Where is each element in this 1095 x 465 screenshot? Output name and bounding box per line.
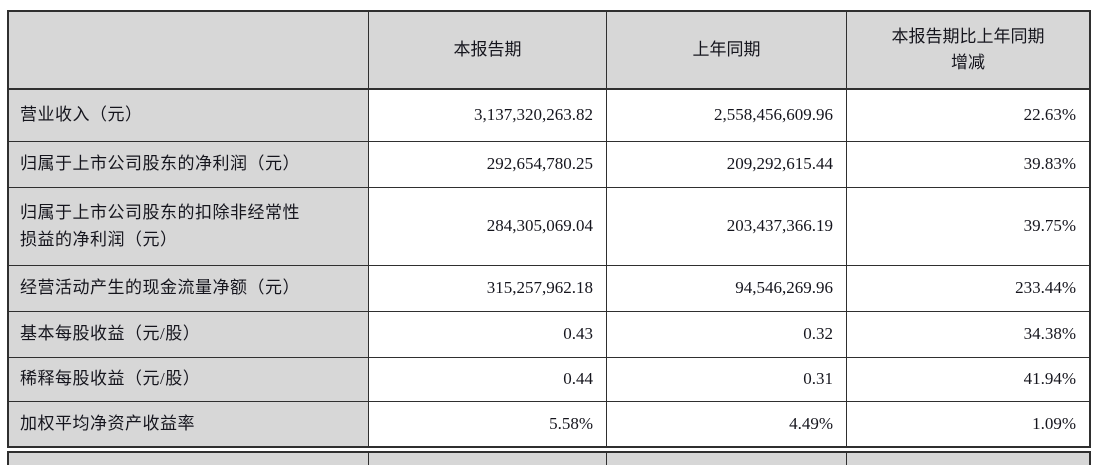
prior-period-value: 2,558,456,609.96 <box>607 90 847 142</box>
current-period-value: 292,654,780.25 <box>369 142 607 188</box>
row-label: 营业收入（元） <box>9 90 369 142</box>
current-period-value: 0.44 <box>369 358 607 402</box>
row-label: 基本每股收益（元/股） <box>9 312 369 358</box>
row-label: 经营活动产生的现金流量净额（元） <box>9 266 369 312</box>
row-label-line: 基本每股收益（元/股） <box>20 324 201 344</box>
financial-summary-table: 本报告期 上年同期 本报告期比上年同期 增减 营业收入（元） 3,137,320,… <box>7 10 1091 448</box>
clipped-cell <box>607 453 847 465</box>
clipped-cell <box>9 453 369 465</box>
next-table-row-clipped <box>7 451 1091 465</box>
header-empty-cell <box>9 12 369 90</box>
row-label-line: 归属于上市公司股东的净利润（元） <box>20 154 300 174</box>
prior-period-value: 209,292,615.44 <box>607 142 847 188</box>
header-current-period: 本报告期 <box>369 12 607 90</box>
current-period-value: 315,257,962.18 <box>369 266 607 312</box>
prior-period-value: 94,546,269.96 <box>607 266 847 312</box>
prior-period-value: 0.31 <box>607 358 847 402</box>
current-period-value: 5.58% <box>369 402 607 446</box>
header-change-line2: 增减 <box>951 53 985 72</box>
prior-period-value: 203,437,366.19 <box>607 188 847 266</box>
row-label-line: 加权平均净资产收益率 <box>20 413 195 433</box>
change-value: 41.94% <box>847 358 1089 402</box>
prior-period-value: 0.32 <box>607 312 847 358</box>
row-label: 归属于上市公司股东的扣除非经常性 损益的净利润（元） <box>9 188 369 266</box>
header-prior-period: 上年同期 <box>607 12 847 90</box>
header-change-line1: 本报告期比上年同期 <box>891 26 1045 46</box>
change-value: 1.09% <box>847 402 1089 446</box>
header-change: 本报告期比上年同期 增减 <box>847 12 1089 90</box>
change-value: 233.44% <box>847 266 1089 312</box>
row-label: 加权平均净资产收益率 <box>9 402 369 446</box>
current-period-value: 284,305,069.04 <box>369 188 607 266</box>
change-value: 39.83% <box>847 142 1089 188</box>
prior-period-value: 4.49% <box>607 402 847 446</box>
change-value: 22.63% <box>847 90 1089 142</box>
row-label-line: 经营活动产生的现金流量净额（元） <box>20 278 300 298</box>
change-value: 34.38% <box>847 312 1089 358</box>
change-value: 39.75% <box>847 188 1089 266</box>
row-label-line: 损益的净利润（元） <box>20 229 178 249</box>
clipped-cell <box>369 453 607 465</box>
row-label-line: 稀释每股收益（元/股） <box>20 369 201 389</box>
row-label-line: 营业收入（元） <box>20 105 143 125</box>
row-label: 稀释每股收益（元/股） <box>9 358 369 402</box>
current-period-value: 0.43 <box>369 312 607 358</box>
row-label: 归属于上市公司股东的净利润（元） <box>9 142 369 188</box>
current-period-value: 3,137,320,263.82 <box>369 90 607 142</box>
row-label-line: 归属于上市公司股东的扣除非经常性 <box>20 203 300 223</box>
clipped-cell <box>847 453 1089 465</box>
